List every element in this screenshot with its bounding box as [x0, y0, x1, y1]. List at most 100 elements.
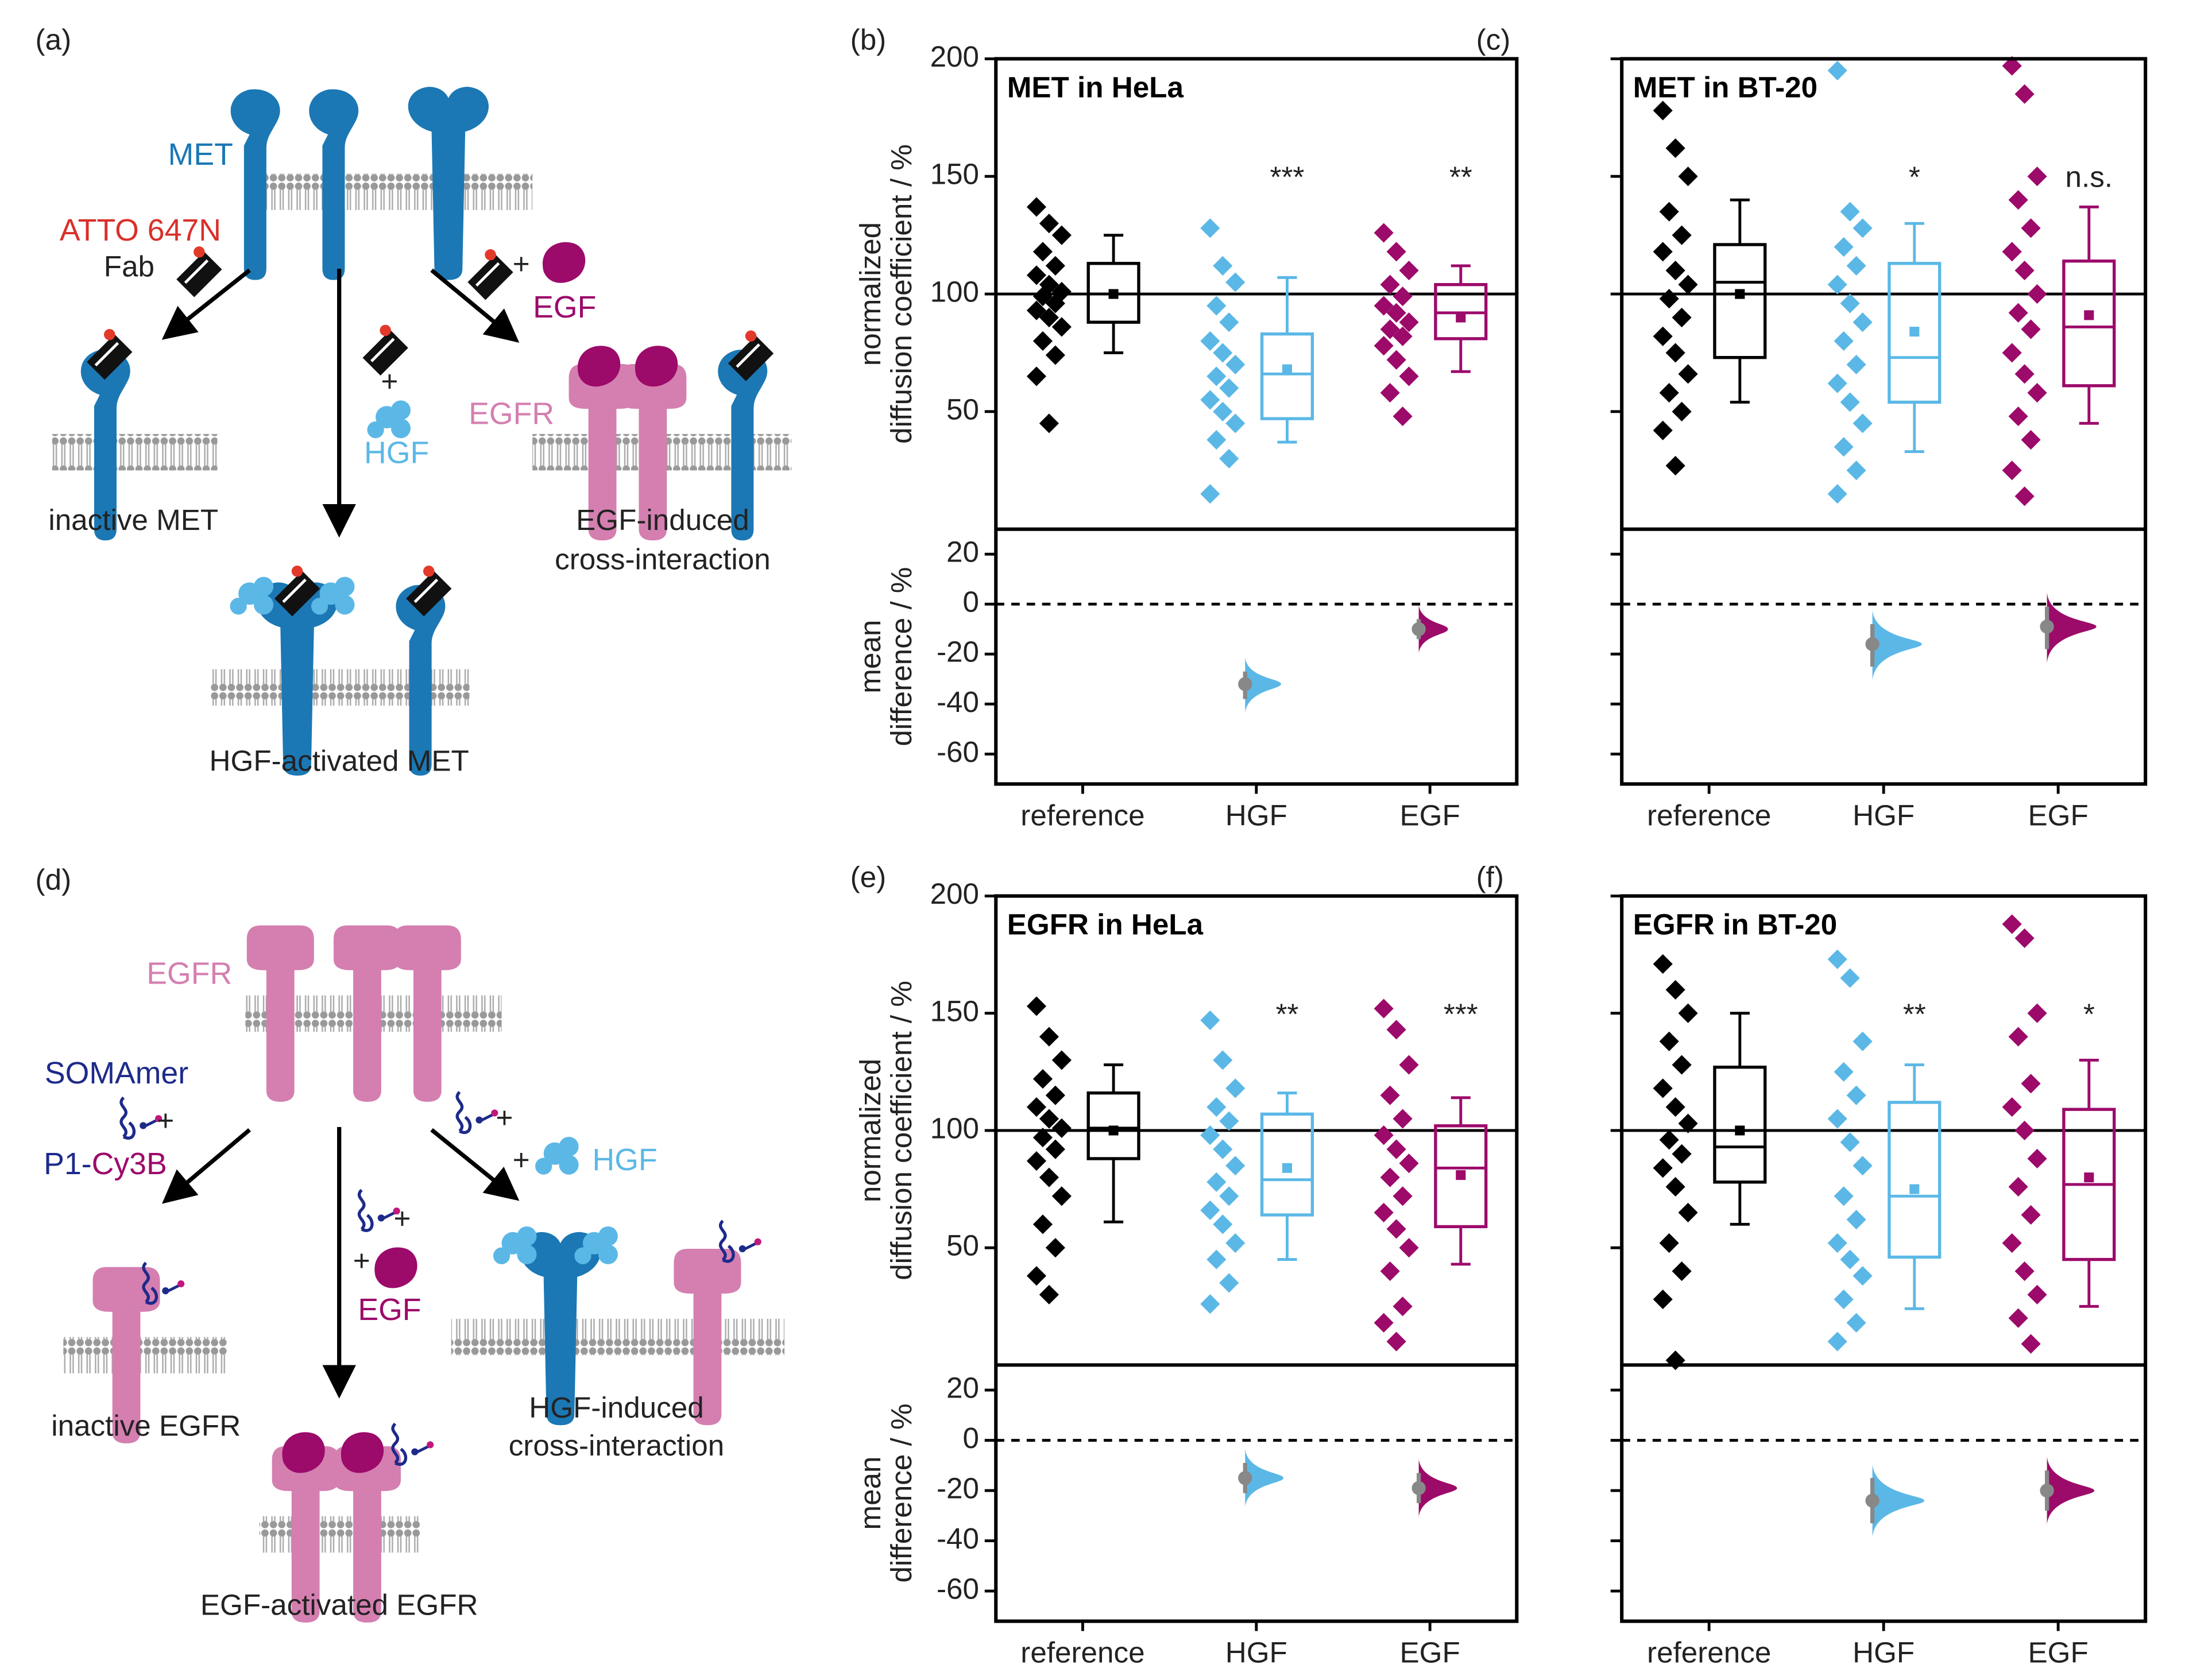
significance: *	[1909, 161, 1920, 193]
data-point	[1840, 392, 1860, 412]
data-point	[1213, 343, 1233, 363]
panel-label: (e)	[850, 861, 887, 893]
data-point	[1834, 331, 1854, 351]
box	[1434, 1124, 1488, 1229]
data-point	[1219, 312, 1239, 332]
data-point	[1374, 336, 1394, 356]
data-point	[1653, 420, 1673, 440]
mean	[1456, 312, 1466, 323]
data-point	[2008, 1176, 2028, 1197]
data-point	[1026, 197, 1047, 217]
data-point	[1374, 223, 1394, 243]
data-point	[1834, 1186, 1854, 1206]
data-point	[1219, 1111, 1239, 1131]
data-point	[1213, 1050, 1233, 1070]
mean	[2084, 1172, 2094, 1183]
data-point	[1374, 1202, 1394, 1222]
data-point	[2021, 1334, 2041, 1354]
data-point	[2021, 1205, 2041, 1225]
data-point	[1051, 225, 1072, 245]
data-point	[1225, 1156, 1246, 1176]
data-point	[2021, 429, 2041, 450]
data-point	[1665, 1176, 1685, 1197]
data-point	[1393, 326, 1413, 346]
data-point	[2027, 1284, 2047, 1304]
mean	[1735, 1125, 1745, 1136]
mean-difference	[1238, 677, 1252, 691]
data-point	[1039, 1027, 1059, 1047]
distribution	[1245, 1449, 1284, 1507]
data-point	[1665, 1350, 1685, 1371]
data-point	[2008, 406, 2028, 427]
y-tick-label: -60	[937, 736, 979, 768]
x-tick-label: reference	[1647, 799, 1771, 832]
data-point	[2002, 56, 2022, 76]
y-tick-label: 50	[946, 393, 979, 425]
y-tick-label: 150	[930, 158, 979, 191]
membrane	[451, 1318, 785, 1356]
data-point	[1026, 265, 1047, 285]
mean	[1282, 364, 1292, 374]
x-tick-label: EGF	[1400, 1636, 1460, 1669]
y-tick-label: 20	[946, 1372, 979, 1404]
label: EGFR	[469, 396, 554, 431]
label: EGF-activated EGFR	[200, 1589, 478, 1621]
data-point	[1045, 1139, 1065, 1159]
data-point	[1032, 1069, 1053, 1089]
data-point	[2021, 1074, 2041, 1094]
data-point	[1678, 1113, 1698, 1133]
x-tick-label: EGF	[2028, 1636, 2089, 1669]
data-point	[1846, 1085, 1866, 1105]
data-point	[1853, 1266, 1873, 1286]
label: ATTO 647N	[60, 213, 221, 247]
data-point	[2008, 1308, 2028, 1328]
box	[2062, 260, 2116, 388]
x-tick-label: HGF	[1225, 1636, 1287, 1669]
data-point	[1846, 460, 1866, 481]
data-point	[1853, 1156, 1873, 1176]
label: EGFR	[146, 957, 232, 991]
x-tick-label: EGF	[2028, 799, 2089, 832]
mean	[2084, 310, 2094, 320]
data-point	[1653, 326, 1673, 346]
data-point	[1206, 1097, 1227, 1117]
mean-difference	[1865, 1493, 1880, 1508]
data-point	[2008, 190, 2028, 210]
plot-frame	[994, 57, 1519, 786]
data-point	[1380, 274, 1400, 295]
mean	[1909, 1184, 1920, 1194]
label: P1-Cy3B	[44, 1147, 167, 1181]
data-point	[1659, 1233, 1679, 1253]
mean-difference	[1411, 622, 1426, 636]
somamer	[457, 1092, 498, 1133]
data-point	[1206, 296, 1227, 316]
data-point	[1026, 300, 1047, 320]
data-point	[1853, 413, 1873, 433]
data-point	[1374, 296, 1394, 316]
label: inactive EGFR	[51, 1410, 241, 1442]
somamer	[721, 1221, 761, 1261]
data-point	[1827, 373, 1847, 393]
data-point	[2002, 460, 2022, 481]
data-point	[1032, 331, 1053, 351]
data-point	[1827, 1331, 1847, 1352]
data-point	[1206, 429, 1227, 450]
distribution	[1872, 610, 1922, 681]
box	[1260, 1112, 1314, 1217]
plot-frame	[1620, 894, 2148, 1623]
mean	[1456, 1170, 1466, 1180]
x-tick-label: HGF	[1853, 1636, 1915, 1669]
mean-difference	[2040, 620, 2054, 634]
data-point	[1225, 413, 1246, 433]
data-point	[1386, 242, 1406, 262]
y-axis-label: normalized	[854, 222, 887, 366]
hgf	[493, 1226, 537, 1264]
data-point	[2014, 261, 2035, 281]
data-point	[1051, 1186, 1072, 1206]
data-point	[1200, 331, 1220, 351]
data-point	[1853, 218, 1873, 238]
mean	[1108, 1125, 1119, 1136]
y-tick-label: -20	[937, 636, 979, 668]
label: +	[513, 1143, 530, 1176]
data-point	[1834, 437, 1854, 457]
